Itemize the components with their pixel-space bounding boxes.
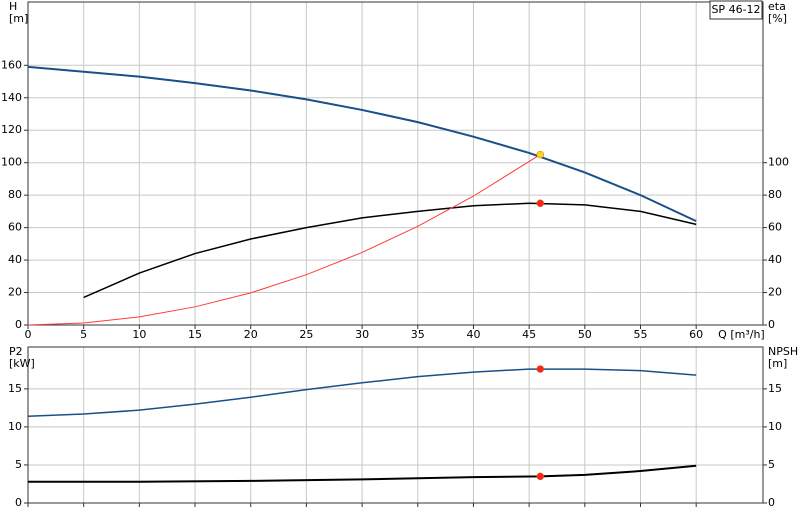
y-axis-unit: [kW] <box>9 357 35 370</box>
y2-axis-unit: [%] <box>768 12 787 25</box>
x-tick-label: 20 <box>244 328 258 341</box>
y-tick-label: 10 <box>8 420 22 433</box>
plot-frame <box>27 346 764 504</box>
x-tick-label: 30 <box>355 328 369 341</box>
x-tick-label: 5 <box>80 328 87 341</box>
y-tick-label: 0 <box>15 496 22 509</box>
y-tick-label: 0 <box>15 318 22 331</box>
y-tick-label: 80 <box>8 188 22 201</box>
x-axis-title: Q [m³/h] <box>718 328 765 341</box>
y-tick-label: 140 <box>1 91 22 104</box>
plot-frame <box>27 1 764 326</box>
x-tick-label: 0 <box>25 328 32 341</box>
x-tick-label: 10 <box>132 328 146 341</box>
y-tick-label: 120 <box>1 123 22 136</box>
duty-point <box>536 365 545 373</box>
y2-tick-label: 80 <box>768 188 782 201</box>
y-tick-label: 40 <box>8 253 22 266</box>
curve <box>83 202 697 299</box>
duty-point <box>536 199 545 208</box>
duty-point <box>536 150 545 159</box>
y2-tick-label: 0 <box>768 496 775 509</box>
y2-tick-label: 20 <box>768 286 782 299</box>
y-axis-title: P2 <box>9 345 23 358</box>
x-tick-label: 40 <box>466 328 480 341</box>
curve <box>27 65 697 223</box>
x-tick-label: 15 <box>188 328 202 341</box>
y2-tick-label: 100 <box>768 156 789 169</box>
label-box <box>709 0 763 20</box>
duty-point <box>536 472 545 481</box>
y-axis-unit: [m] <box>9 12 28 25</box>
y2-tick-label: 0 <box>768 318 775 331</box>
y-tick-label: 5 <box>15 458 22 471</box>
y-axis-title: H <box>9 0 17 13</box>
x-tick-label: 35 <box>411 328 425 341</box>
x-tick-label: 25 <box>299 328 313 341</box>
y2-axis-unit: [m] <box>768 357 787 370</box>
x-tick-label: 50 <box>578 328 592 341</box>
y-tick-label: 15 <box>8 382 22 395</box>
y2-tick-label: 40 <box>768 253 782 266</box>
curve <box>27 154 541 326</box>
y2-tick-label: 10 <box>768 420 782 433</box>
chart-label: SP 46-12 <box>711 3 760 16</box>
y-tick-label: 60 <box>8 221 22 234</box>
x-tick-label: 55 <box>634 328 648 341</box>
y-tick-label: 100 <box>1 156 22 169</box>
curve <box>28 464 697 483</box>
y2-tick-label: 5 <box>768 458 775 471</box>
y-tick-label: 20 <box>8 286 22 299</box>
y2-tick-label: 15 <box>768 382 782 395</box>
y2-axis-title: NPSH <box>768 345 798 358</box>
x-tick-label: 60 <box>689 328 703 341</box>
y2-axis-title: eta <box>768 0 786 13</box>
x-tick-label: 45 <box>522 328 536 341</box>
curve <box>27 368 697 417</box>
y-tick-label: 160 <box>1 58 22 71</box>
y2-tick-label: 60 <box>768 221 782 234</box>
